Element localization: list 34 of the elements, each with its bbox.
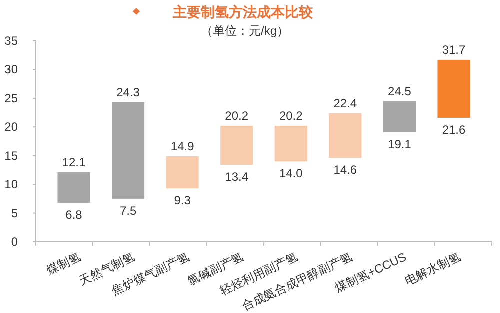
bar [220,126,254,166]
chart-title: 主要制氢方法成本比较 [172,4,314,20]
bar [58,172,90,203]
data-label: 14.9 [170,139,195,154]
data-label: 22.4 [334,96,358,110]
chart-subtitle: （单位：元/kg） [200,24,290,38]
annotation: 7.5 [120,204,137,218]
annotation: 19.1 [388,137,412,152]
y-tick-label: 35 [4,34,18,48]
y-tick-label: 25 [4,91,18,106]
y-tick-label: 5 [11,206,18,220]
data-label: 24.5 [388,84,412,98]
data-label: 12.1 [62,156,86,170]
annotation: 14.0 [279,166,304,181]
y-tick-label: 0 [11,235,18,249]
annotation: 21.6 [442,122,466,137]
annotation: 6.8 [66,208,83,222]
y-tick-label: 20 [4,120,18,134]
y-tick-label: 15 [4,148,18,163]
y-tick-label: 30 [4,62,18,77]
annotation: 13.4 [225,170,249,184]
bar [438,60,470,118]
annotation: 14.6 [334,163,358,178]
data-label: 20.2 [225,108,249,123]
annotation: 9.3 [174,194,192,208]
data-label: 31.7 [442,42,466,57]
bar [383,101,416,132]
bar [112,102,145,199]
data-label: 20.2 [279,108,304,123]
data-label: 24.3 [116,85,140,100]
bar [274,126,308,162]
y-tick-label: 10 [4,178,18,192]
bar [329,113,362,158]
bar [166,156,199,189]
